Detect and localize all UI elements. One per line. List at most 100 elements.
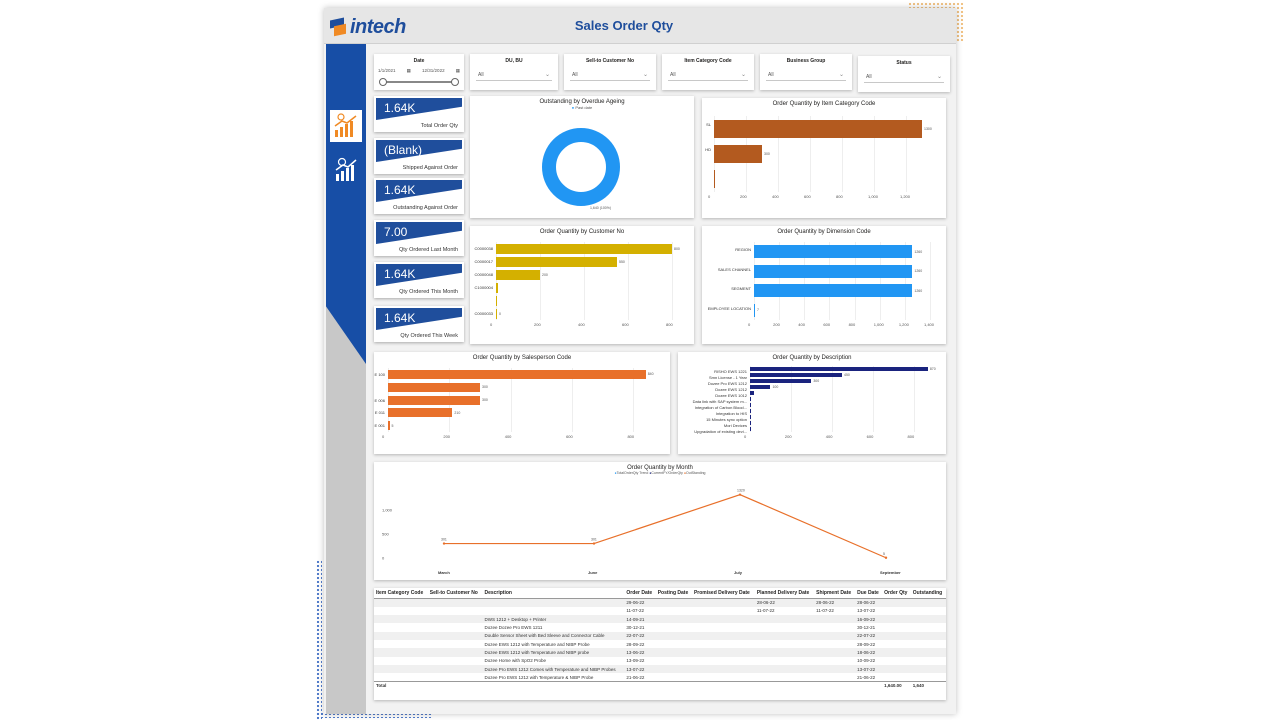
date-to[interactable]: 12/31/2022 — [422, 68, 445, 73]
column-header[interactable]: Order Date — [624, 588, 656, 599]
bar-row[interactable]: C0000038 800 — [475, 243, 680, 254]
column-header[interactable]: Item Category Code — [374, 588, 428, 599]
status-dropdown[interactable]: All ⌄ — [864, 71, 944, 83]
month-chart[interactable]: Order Quantity by Month ●TotalOrderQty T… — [374, 462, 946, 580]
bar-row[interactable]: C0000033 0 — [475, 308, 672, 319]
du-bu-slicer[interactable]: DU, BU All ⌄ — [470, 54, 558, 90]
customer-dropdown[interactable]: All ⌄ — [570, 69, 650, 81]
column-header[interactable]: Outstanding — [910, 588, 946, 599]
data-point[interactable] — [592, 542, 596, 545]
table-row[interactable]: Dozee Dozee Pro EWS 1211 30-12-21 30-12-21 — [374, 623, 946, 631]
description-chart[interactable]: Order Quantity by Description 0 200 400 600… — [678, 352, 946, 454]
bar-row[interactable]: C0000017 550 — [475, 256, 672, 267]
date-range-track[interactable] — [379, 78, 459, 86]
bar[interactable] — [750, 426, 751, 432]
table-row[interactable]: Dozee Pro EWS 1212 Comes with Temperatur… — [374, 664, 946, 674]
bar-row[interactable]: Data link with SAP system m... — [693, 396, 934, 404]
bar-row[interactable]: Smn License - 1 Year 450 — [709, 372, 934, 380]
table-row[interactable]: DWS 1212 + Desktop + Printer 14-09-21 16-0… — [374, 615, 946, 624]
nav-finance-button[interactable] — [330, 154, 362, 186]
nav-sales-order-button[interactable] — [330, 110, 362, 142]
column-header[interactable]: Order Qty — [882, 588, 911, 599]
column-header[interactable]: Sell-to Customer No — [427, 588, 483, 599]
date-from[interactable]: 1/1/2021 — [378, 68, 396, 73]
bar[interactable] — [496, 282, 499, 293]
bar[interactable] — [496, 295, 498, 306]
bar-row[interactable]: 300 — [388, 382, 658, 392]
bar-row[interactable]: Mori Devices — [724, 420, 934, 428]
bar-row[interactable]: E 100 840 — [375, 369, 658, 379]
bar[interactable] — [750, 366, 928, 372]
bar-row[interactable]: E 006 300 — [375, 395, 658, 405]
column-header[interactable]: Due Date — [855, 588, 883, 599]
bar-row[interactable] — [496, 295, 672, 306]
bar-row[interactable]: Dozee EWS 1012 — [715, 390, 934, 398]
column-header[interactable]: Shipment Date — [814, 588, 856, 599]
dimension-chart[interactable]: Order Quantity by Dimension Code 0 200 400… — [702, 226, 946, 344]
calendar-icon[interactable]: ▦ — [406, 68, 411, 73]
date-slicer[interactable]: Date 1/1/2021 ▦ 12/31/2022 ▦ — [374, 54, 464, 90]
bar[interactable] — [750, 408, 751, 414]
bar-row[interactable]: 15 Minutes sync option — [706, 414, 934, 422]
bar[interactable] — [750, 390, 755, 396]
bar-row[interactable]: RISHO EWS 1221 870 — [714, 366, 936, 374]
bar-row[interactable]: E 011 210 — [375, 408, 658, 418]
bar-row[interactable]: Upgradation of existing devi... — [694, 426, 934, 434]
bar[interactable] — [388, 395, 481, 405]
date-start-handle[interactable] — [379, 78, 387, 86]
item-category-dropdown[interactable]: All ⌄ — [668, 69, 748, 81]
order-details-table[interactable]: Item Category Code Sell-to Customer No Des… — [374, 588, 946, 700]
bar[interactable] — [388, 421, 390, 431]
customer-chart[interactable]: Order Quantity by Customer No 0 200 400 600… — [470, 226, 694, 344]
table-row[interactable]: 11-07-22 11-07-22 11-07-22 13-07-22 — [374, 607, 946, 615]
column-header[interactable]: Promised Delivery Date — [691, 588, 755, 599]
bar-row[interactable]: SALES CHANNEL 1260 — [718, 264, 930, 278]
bar-row[interactable]: Dozee EWS 1212 100 — [715, 384, 934, 392]
status-slicer[interactable]: Status All ⌄ — [858, 56, 950, 92]
table-row[interactable]: Dozee EWS 1212 with Temperature and NIBP… — [374, 640, 946, 648]
data-point[interactable] — [884, 556, 888, 559]
salesperson-chart[interactable]: Order Quantity by Salesperson Code 0 200 4… — [374, 352, 670, 454]
bar-row[interactable]: EMPLOYEE LOCATION 7 — [708, 303, 930, 317]
item-category-chart[interactable]: Order Quantity by Item Category Code 0 20… — [702, 98, 946, 218]
bar[interactable] — [754, 264, 913, 278]
bar[interactable] — [714, 145, 762, 163]
bar[interactable] — [750, 372, 842, 378]
column-header[interactable]: Description — [482, 588, 625, 599]
bar[interactable] — [754, 245, 913, 259]
bar[interactable] — [496, 269, 540, 280]
du-bu-dropdown[interactable]: All ⌄ — [476, 69, 552, 81]
table-row[interactable]: Dozee Home with SpO2 Probe 13-09-22 10-09-… — [374, 657, 946, 665]
bar[interactable] — [388, 382, 481, 392]
calendar-icon[interactable]: ▦ — [455, 68, 460, 73]
bar[interactable] — [496, 256, 617, 267]
bar-row[interactable]: HD 300 — [705, 145, 922, 163]
data-point[interactable] — [738, 493, 742, 496]
customer-slicer[interactable]: Sell-to Customer No All ⌄ — [564, 54, 656, 90]
table-row[interactable]: Dozee Pro EWS 1212 with Temperature & NI… — [374, 673, 946, 681]
data-point[interactable] — [442, 542, 446, 545]
column-header[interactable]: Planned Delivery Date — [754, 588, 815, 599]
bar-row[interactable]: Dozee Pro EWS 1212 300 — [708, 378, 934, 386]
bar-row[interactable]: Integration of Carbon Blood... — [695, 402, 934, 410]
business-group-slicer[interactable]: Business Group All ⌄ — [760, 54, 852, 90]
date-end-handle[interactable] — [451, 78, 459, 86]
bar[interactable] — [750, 384, 771, 390]
bar[interactable] — [750, 378, 812, 384]
bar[interactable] — [714, 119, 922, 138]
table-row[interactable]: Dozee EWS 1212 with Temperature and NIBP… — [374, 648, 946, 657]
table-row[interactable]: Double Sensor Sheet with Bed Sleeve and … — [374, 631, 946, 640]
bar-row[interactable]: SL 1300 — [706, 119, 932, 138]
business-group-dropdown[interactable]: All ⌄ — [766, 69, 846, 81]
bar-row[interactable] — [714, 170, 922, 189]
bar[interactable] — [750, 402, 751, 408]
bar[interactable] — [754, 303, 755, 317]
bar-row[interactable]: Integration to HIS — [716, 408, 934, 416]
overdue-ageing-visual[interactable]: Outstanding by Overdue Ageing ● Past dat… — [470, 96, 694, 218]
bar[interactable] — [714, 170, 715, 189]
bar-row[interactable]: E 001 5 — [375, 421, 658, 431]
bar-row[interactable]: C1000004 — [475, 282, 672, 293]
bar[interactable] — [750, 420, 751, 426]
bar[interactable] — [496, 308, 497, 319]
bar[interactable] — [388, 408, 453, 418]
